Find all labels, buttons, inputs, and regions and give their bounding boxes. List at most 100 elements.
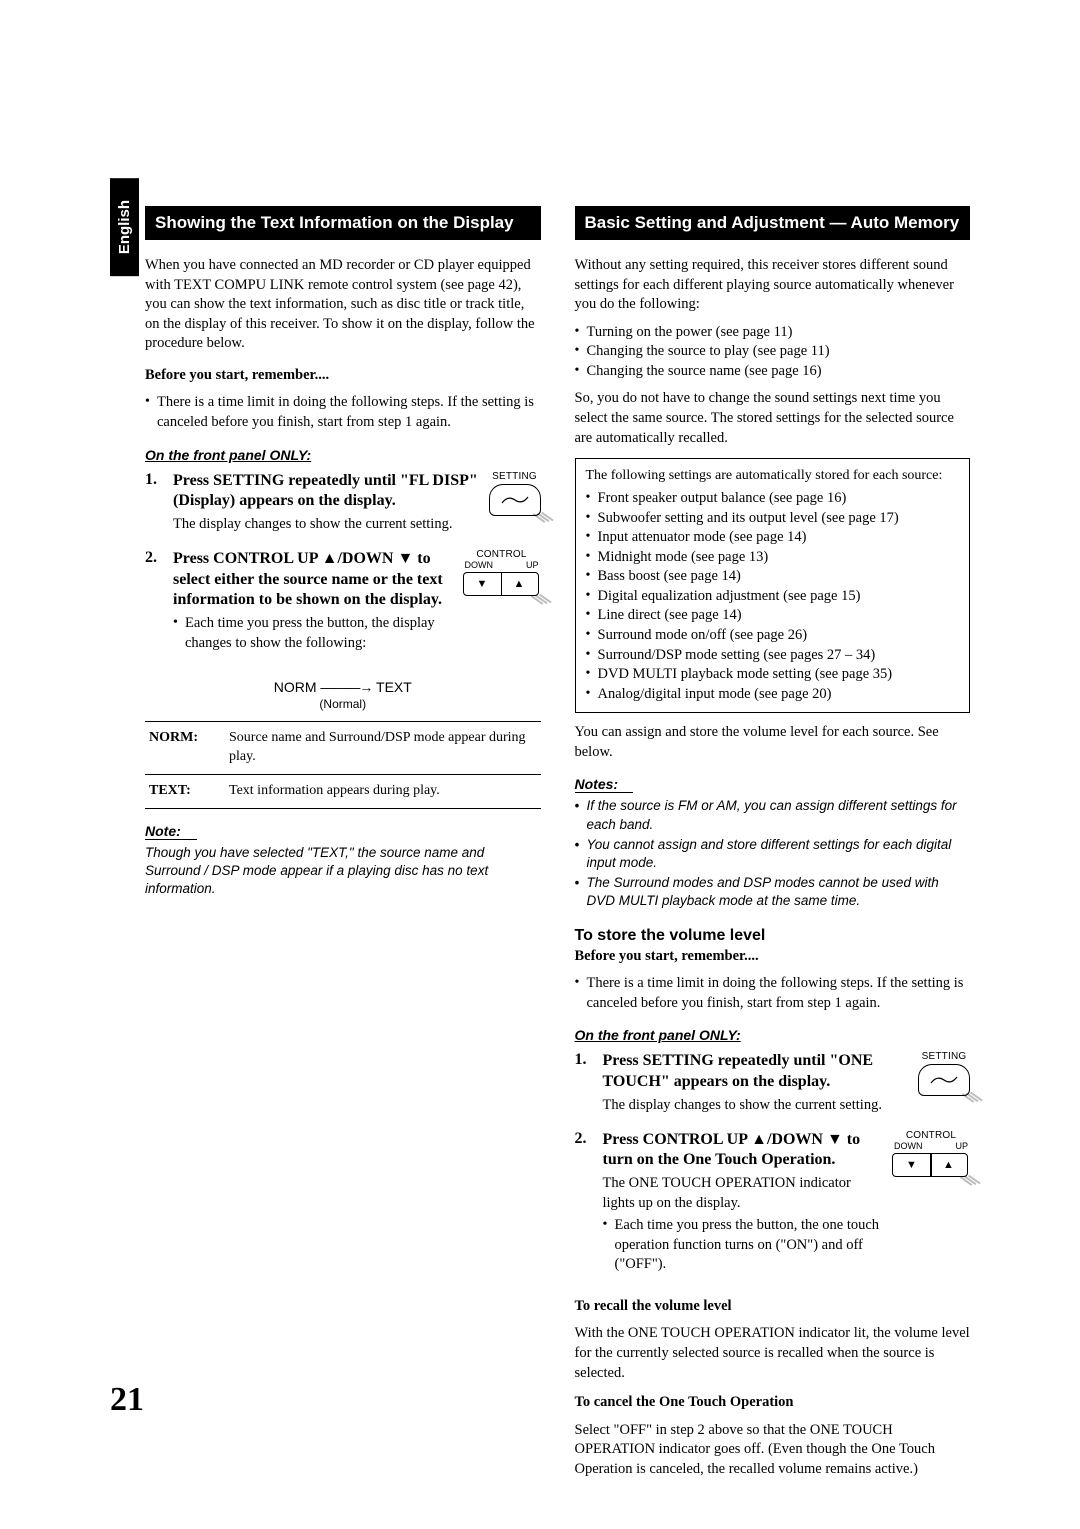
box-intro: The following settings are automatically… (586, 467, 960, 486)
norm-text-diagram: NORM ———→ TEXT (Normal) (145, 679, 541, 711)
step-desc: The display changes to show the current … (603, 1096, 909, 1116)
remember-item: There is a time limit in doing the follo… (575, 974, 971, 1013)
up-label: UP (526, 560, 539, 570)
up-triangle-icon: ▲ (930, 1154, 967, 1176)
two-column-layout: Showing the Text Information on the Disp… (145, 206, 970, 1487)
language-tab: English (110, 178, 139, 276)
step-desc: The ONE TOUCH OPERATION indicator lights… (603, 1174, 883, 1213)
step-number: 1. (575, 1051, 593, 1115)
intro-list: Turning on the power (see page 11) Chang… (575, 323, 971, 382)
setting-button-icon: SETTING (489, 471, 541, 516)
intro-text-2: So, you do not have to change the sound … (575, 389, 971, 448)
notes-list: If the source is FM or AM, you can assig… (575, 797, 971, 910)
control-button-icon: CONTROL DOWN UP ▼ ▲ (463, 549, 541, 596)
step-sub: Each time you press the button, the one … (603, 1216, 883, 1275)
list-item: Changing the source name (see page 16) (575, 362, 971, 382)
step-2-r: 2. Press CONTROL UP ▲/DOWN ▼ to turn on … (575, 1130, 971, 1287)
list-item: Surround/DSP mode setting (see pages 27 … (586, 646, 960, 666)
list-item: Turning on the power (see page 11) (575, 323, 971, 343)
step-sub: Each time you press the button, the disp… (173, 614, 453, 653)
table-row: NORM: Source name and Surround/DSP mode … (145, 722, 541, 775)
step-1-r: 1. Press SETTING repeatedly until "ONE T… (575, 1051, 971, 1119)
list-item: DVD MULTI playback mode setting (see pag… (586, 665, 960, 685)
box-list: Front speaker output balance (see page 1… (586, 489, 960, 704)
remember-heading: Before you start, remember.... (145, 366, 541, 386)
right-column: Basic Setting and Adjustment — Auto Memo… (575, 206, 971, 1487)
list-item: Front speaker output balance (see page 1… (586, 489, 960, 509)
cancel-heading: To cancel the One Touch Operation (575, 1393, 971, 1413)
step-title: Press CONTROL UP ▲/DOWN ▼ to select eith… (173, 549, 453, 611)
notes-heading: Notes: (575, 776, 633, 793)
note-item: If the source is FM or AM, you can assig… (575, 797, 971, 833)
note-heading: Note: (145, 823, 197, 840)
down-up-labels: DOWN UP (463, 560, 541, 570)
control-buttons-icon: ▼ ▲ (892, 1153, 968, 1177)
up-label: UP (955, 1141, 968, 1151)
list-item: Changing the source to play (see page 11… (575, 342, 971, 362)
control-button-icon: CONTROL DOWN UP ▼ ▲ (892, 1130, 970, 1177)
panel-only-label: On the front panel ONLY: (145, 447, 541, 463)
down-triangle-icon: ▼ (464, 573, 501, 595)
up-triangle-icon: ▲ (501, 573, 538, 595)
note-item: The Surround modes and DSP modes cannot … (575, 874, 971, 910)
list-item: Line direct (see page 14) (586, 606, 960, 626)
list-item: Digital equalization adjustment (see pag… (586, 587, 960, 607)
manual-page: English Showing the Text Information on … (0, 0, 1080, 1529)
list-item: Midnight mode (see page 13) (586, 548, 960, 568)
step-number: 2. (575, 1130, 593, 1283)
down-triangle-icon: ▼ (893, 1154, 930, 1176)
volume-store-heading: To store the volume level (575, 927, 971, 945)
note-body: Though you have selected "TEXT," the sou… (145, 844, 541, 899)
note-item: You cannot assign and store different se… (575, 836, 971, 872)
down-label: DOWN (894, 1141, 923, 1151)
remember-heading: Before you start, remember.... (575, 947, 971, 967)
control-label: CONTROL (892, 1130, 970, 1141)
left-column: Showing the Text Information on the Disp… (145, 206, 541, 1487)
step-title: Press CONTROL UP ▲/DOWN ▼ to turn on the… (603, 1130, 883, 1172)
section-header: Basic Setting and Adjustment — Auto Memo… (575, 206, 971, 240)
list-item: Analog/digital input mode (see page 20) (586, 685, 960, 705)
step-2: 2. Press CONTROL UP ▲/DOWN ▼ to select e… (145, 549, 541, 666)
control-label: CONTROL (463, 549, 541, 560)
step-title: Press SETTING repeatedly until "ONE TOUC… (603, 1051, 909, 1093)
diagram-normal: (Normal) (319, 697, 366, 711)
setting-label: SETTING (489, 471, 541, 482)
down-up-labels: DOWN UP (892, 1141, 970, 1151)
intro-text: When you have connected an MD recorder o… (145, 256, 541, 354)
down-label: DOWN (465, 560, 494, 570)
definition-table: NORM: Source name and Surround/DSP mode … (145, 721, 541, 809)
list-item: Input attenuator mode (see page 14) (586, 528, 960, 548)
remember-list: There is a time limit in doing the follo… (575, 974, 971, 1013)
setting-icon (918, 1064, 970, 1096)
diagram-text: TEXT (376, 679, 412, 695)
norm-value: Source name and Surround/DSP mode appear… (225, 722, 541, 775)
page-number: 21 (110, 1381, 144, 1419)
setting-label: SETTING (918, 1051, 970, 1062)
list-item: Surround mode on/off (see page 26) (586, 626, 960, 646)
step-desc: The display changes to show the current … (173, 515, 479, 535)
norm-key: NORM: (145, 722, 225, 775)
cancel-body: Select "OFF" in step 2 above so that the… (575, 1421, 971, 1480)
settings-box: The following settings are automatically… (575, 458, 971, 713)
recall-heading: To recall the volume level (575, 1297, 971, 1317)
remember-item: There is a time limit in doing the follo… (145, 393, 541, 432)
section-header: Showing the Text Information on the Disp… (145, 206, 541, 240)
list-item: Subwoofer setting and its output level (… (586, 509, 960, 529)
panel-only-label: On the front panel ONLY: (575, 1027, 971, 1043)
text-key: TEXT: (145, 775, 225, 809)
setting-button-icon: SETTING (918, 1051, 970, 1096)
list-item: Bass boost (see page 14) (586, 567, 960, 587)
step-title: Press SETTING repeatedly until "FL DISP"… (173, 471, 479, 513)
control-buttons-icon: ▼ ▲ (463, 572, 539, 596)
step-number: 2. (145, 549, 163, 662)
arrow-icon: ———→ (320, 679, 372, 695)
remember-list: There is a time limit in doing the follo… (145, 393, 541, 432)
diagram-norm: NORM (274, 679, 317, 695)
after-box-text: You can assign and store the volume leve… (575, 723, 971, 762)
recall-body: With the ONE TOUCH OPERATION indicator l… (575, 1324, 971, 1383)
text-value: Text information appears during play. (225, 775, 541, 809)
setting-icon (489, 484, 541, 516)
step-number: 1. (145, 471, 163, 535)
intro-text: Without any setting required, this recei… (575, 256, 971, 315)
table-row: TEXT: Text information appears during pl… (145, 775, 541, 809)
